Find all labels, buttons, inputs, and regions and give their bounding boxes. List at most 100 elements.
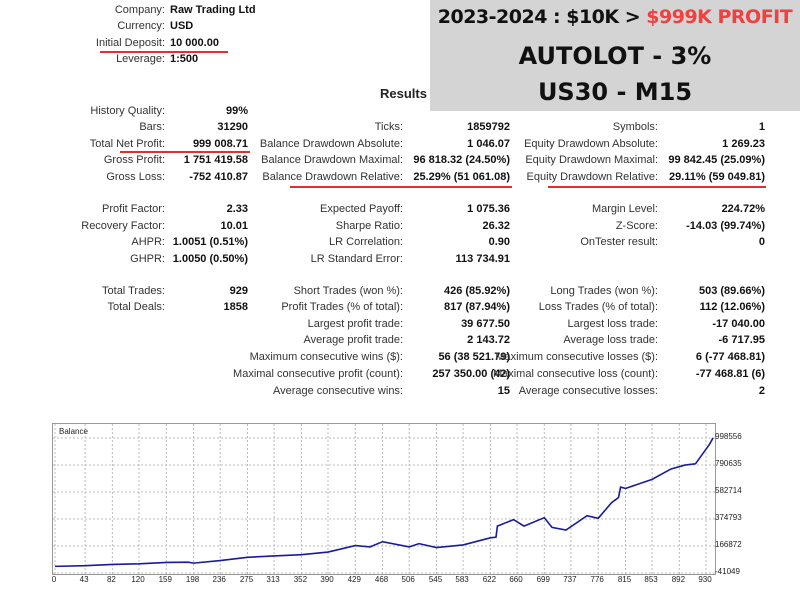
result-value: 1.0050 (0.50%) bbox=[172, 253, 248, 265]
x-tick-label: 236 bbox=[212, 575, 226, 584]
result-value: -14.03 (99.74%) bbox=[686, 220, 765, 232]
result-value: -77 468.81 (6) bbox=[695, 368, 765, 380]
result-value: 31290 bbox=[217, 121, 248, 133]
x-tick-label: 622 bbox=[482, 575, 497, 584]
result-label: History Quality: bbox=[90, 105, 165, 117]
result-value: 10.01 bbox=[220, 220, 248, 232]
x-tick-label: 120 bbox=[131, 575, 145, 584]
result-value: 96 818.32 (24.50%) bbox=[413, 154, 510, 166]
x-tick-label: 776 bbox=[590, 575, 604, 584]
x-tick-label: 198 bbox=[185, 575, 200, 584]
result-value: 224.72% bbox=[721, 203, 765, 215]
result-value: 0.90 bbox=[488, 236, 510, 248]
result-value: 15 bbox=[497, 385, 510, 397]
x-tick-label: 468 bbox=[374, 575, 389, 584]
result-value: 1859792 bbox=[467, 121, 510, 133]
y-tick-label: 582714 bbox=[715, 486, 742, 495]
result-label: Total Net Profit: bbox=[89, 138, 165, 150]
highlight-underline bbox=[290, 186, 512, 188]
result-value: 1 269.23 bbox=[722, 138, 765, 150]
x-tick-label: 930 bbox=[698, 575, 712, 584]
x-tick-label: 853 bbox=[644, 575, 658, 584]
balance-chart: Balance bbox=[52, 423, 716, 575]
result-label: Average loss trade: bbox=[563, 334, 658, 346]
result-label: Margin Level: bbox=[591, 203, 658, 215]
banner-period: 2023-2024 : $10K > bbox=[437, 6, 647, 28]
x-tick-label: 506 bbox=[401, 575, 415, 584]
result-value: 26.32 bbox=[482, 220, 510, 232]
result-value: 1 075.36 bbox=[467, 203, 510, 215]
result-label: Maximal consecutive profit (count): bbox=[233, 368, 403, 380]
y-tick-label: 998556 bbox=[715, 432, 742, 441]
result-label: Total Trades: bbox=[102, 285, 165, 297]
result-value: 1858 bbox=[223, 301, 248, 313]
y-tick-label: 374793 bbox=[715, 513, 742, 522]
result-label: Profit Factor: bbox=[102, 203, 165, 215]
result-label: Equity Drawdown Maximal: bbox=[525, 154, 658, 166]
x-tick-label: 82 bbox=[106, 575, 116, 584]
result-value: 929 bbox=[229, 285, 248, 297]
banner-profit: $999K PROFIT bbox=[646, 6, 793, 28]
result-label: Largest profit trade: bbox=[307, 318, 403, 330]
balance-line bbox=[54, 437, 714, 568]
x-tick-label: 815 bbox=[617, 575, 632, 584]
header-label: Currency: bbox=[117, 20, 165, 32]
result-value: 2 143.72 bbox=[467, 334, 510, 346]
result-label: Loss Trades (% of total): bbox=[538, 301, 658, 313]
x-tick-label: 159 bbox=[158, 575, 172, 584]
result-label: Sharpe Ratio: bbox=[335, 220, 403, 232]
results-title: Results bbox=[380, 86, 427, 101]
header-value: USD bbox=[170, 20, 194, 32]
result-label: AHPR: bbox=[131, 236, 165, 248]
result-label: Recovery Factor: bbox=[81, 220, 165, 232]
result-label: Average consecutive losses: bbox=[518, 385, 658, 397]
result-label: GHPR: bbox=[130, 253, 165, 265]
highlight-underline bbox=[100, 51, 228, 53]
result-value: 0 bbox=[758, 236, 765, 248]
header-label: Initial Deposit: bbox=[95, 37, 165, 49]
result-value: 29.11% (59 049.81) bbox=[668, 171, 765, 183]
result-value: 999 008.71 bbox=[192, 138, 248, 150]
x-tick-label: 737 bbox=[563, 575, 577, 584]
result-label: Profit Trades (% of total): bbox=[281, 301, 403, 313]
chart-title: Balance bbox=[59, 427, 88, 436]
result-value: 56 (38 521.79) bbox=[438, 351, 510, 363]
x-tick-label: 583 bbox=[455, 575, 469, 584]
x-tick-label: 352 bbox=[293, 575, 308, 584]
result-label: Expected Payoff: bbox=[320, 203, 403, 215]
header-value: 10 000.00 bbox=[170, 37, 219, 49]
result-value: 25.29% (51 061.08) bbox=[413, 171, 510, 183]
header-value: Raw Trading Ltd bbox=[170, 4, 256, 16]
x-tick-label: 313 bbox=[266, 575, 280, 584]
result-value: 817 (87.94%) bbox=[443, 301, 510, 313]
x-tick-label: 892 bbox=[671, 575, 686, 584]
result-label: Balance Drawdown Relative: bbox=[262, 171, 403, 183]
x-tick-label: 43 bbox=[79, 575, 89, 584]
result-value: 426 (85.92%) bbox=[443, 285, 510, 297]
result-label: Symbols: bbox=[612, 121, 658, 133]
x-tick-label: 0 bbox=[51, 575, 57, 584]
result-value: -6 717.95 bbox=[718, 334, 765, 346]
result-label: Maximum consecutive losses ($): bbox=[495, 351, 658, 363]
result-value: 6 (-77 468.81) bbox=[695, 351, 765, 363]
y-tick-label: 790635 bbox=[715, 459, 742, 468]
result-label: Total Deals: bbox=[107, 301, 165, 313]
result-label: Equity Drawdown Relative: bbox=[526, 171, 658, 183]
header-value: 1:500 bbox=[170, 53, 199, 65]
result-value: 2.33 bbox=[226, 203, 248, 215]
result-value: -752 410.87 bbox=[189, 171, 248, 183]
result-value: 113 734.91 bbox=[455, 253, 510, 265]
result-label: Balance Drawdown Maximal: bbox=[261, 154, 403, 166]
result-label: Equity Drawdown Absolute: bbox=[524, 138, 658, 150]
banner-line-3: US30 - M15 bbox=[537, 78, 693, 106]
result-label: Z-Score: bbox=[615, 220, 658, 232]
result-label: Maximal consecutive loss (count): bbox=[492, 368, 658, 380]
result-label: Largest loss trade: bbox=[567, 318, 659, 330]
x-tick-label: 275 bbox=[239, 575, 254, 584]
x-tick-label: 429 bbox=[347, 575, 361, 584]
promo-banner: 2023-2024 : $10K > $999K PROFIT AUTOLOT … bbox=[430, 0, 800, 111]
result-value: 2 bbox=[758, 385, 765, 397]
result-value: 99 842.45 (25.09%) bbox=[668, 154, 765, 166]
x-tick-label: 660 bbox=[509, 575, 523, 584]
y-tick-label: 166872 bbox=[715, 540, 742, 549]
